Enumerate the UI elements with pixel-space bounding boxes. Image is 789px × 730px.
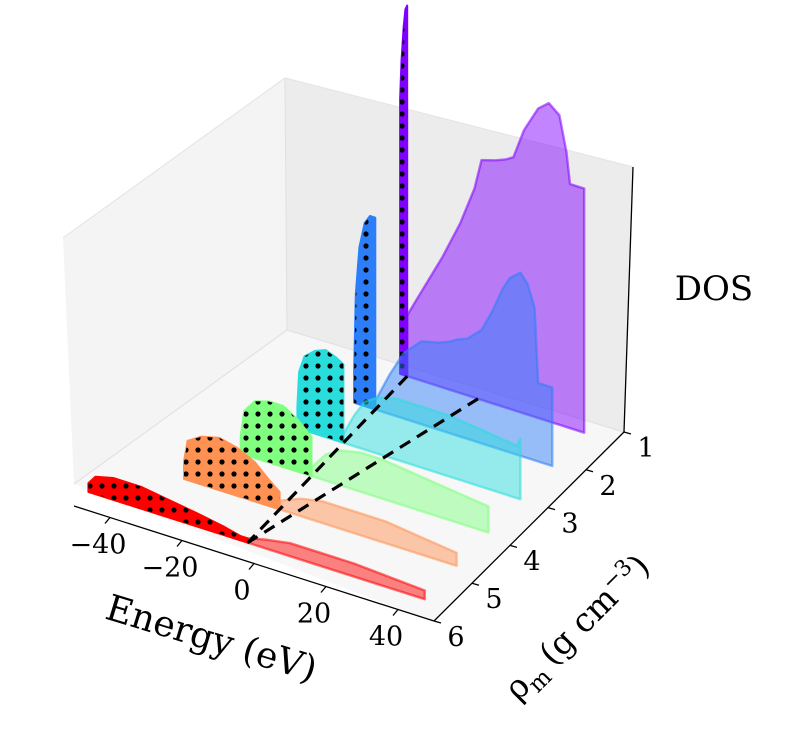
occupied-dos-hatch [400,5,408,377]
z-axis-line [623,166,634,433]
pane-edge [73,329,288,485]
floor-pane [74,330,624,622]
y-tick [547,506,556,511]
unoccupied-dos-area [406,101,586,434]
y-tick-label: 6 [447,622,464,653]
x-tick [392,609,399,616]
series-rho-5 [183,435,458,568]
occupied-dos-hatch [240,401,312,477]
series-rho-4 [239,400,490,534]
y-axis-line [433,431,625,622]
fermi-line-2 [246,397,479,545]
fermi-level-lines [246,375,479,545]
y-axis-label: ρm(g cm−3) [496,546,662,712]
z-axis-label: DOS [675,269,753,309]
series-rho-3 [296,349,522,501]
x-tick-label: −40 [70,530,127,561]
x-tick [248,563,255,570]
y-tick-label: 3 [561,509,578,540]
x-tick [320,586,327,593]
x-tick [104,517,111,524]
unoccupied-dos-area [374,271,554,468]
unoccupied-dos-area [310,449,490,534]
occupied-dos-hatch [184,436,280,510]
y-tick-label: 5 [485,584,502,615]
occupied-dos-hatch [88,476,248,543]
occupied-dos-hatch [297,350,344,443]
series-rho-1 [399,4,586,434]
x-tick-label: 0 [233,576,250,607]
x-tick [176,540,183,547]
y-tick-label: 1 [637,433,654,464]
left-pane [63,78,287,484]
y-tick [471,582,480,586]
x-axis-label: Energy (eV) [101,588,322,691]
y-tick [623,431,632,435]
y-tick-label: 4 [523,546,540,577]
occupied-dos-hatch [354,216,376,410]
dos-series [87,4,586,601]
pane-edge [284,77,288,331]
x-tick-label: 40 [369,622,403,653]
unoccupied-dos-area [342,396,522,501]
pane-edge [284,77,634,168]
pane-edge [286,329,625,433]
y-tick [433,620,442,624]
pane-edge [62,77,286,239]
x-tick-label: 20 [297,599,331,630]
y-tick [585,469,594,473]
series-rho-2 [353,215,554,468]
x-tick-label: −20 [142,553,199,584]
y-tick [509,544,518,549]
y-tick-label: 2 [599,471,616,502]
